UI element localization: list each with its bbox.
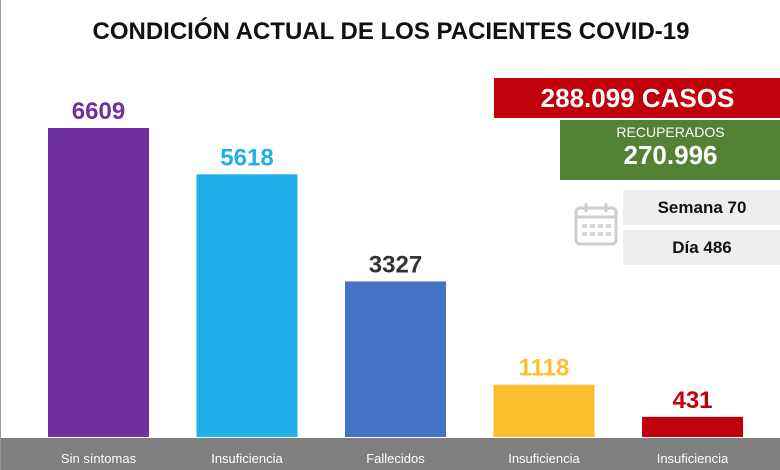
day-box: Día 486 bbox=[623, 230, 780, 265]
data-label: 6609 bbox=[72, 98, 125, 125]
bar bbox=[642, 416, 743, 437]
category-label: Insuficiencia bbox=[657, 451, 729, 466]
chart-title: CONDICIÓN ACTUAL DE LOS PACIENTES COVID-… bbox=[92, 18, 690, 45]
calendar-icon bbox=[574, 203, 618, 246]
category-label: Insuficiencia bbox=[211, 451, 283, 466]
category-label: Insuficiencia bbox=[508, 451, 580, 466]
data-label: 431 bbox=[672, 387, 712, 414]
recovered-value: 270.996 bbox=[623, 140, 718, 170]
bar bbox=[493, 384, 595, 437]
data-label: 3327 bbox=[369, 251, 422, 278]
recovered-box: RECUPERADOS 270.996 bbox=[560, 120, 780, 180]
category-label: Sin síntomas bbox=[61, 451, 137, 466]
category-band bbox=[1, 438, 780, 470]
data-label: 5618 bbox=[220, 144, 273, 171]
bar bbox=[48, 128, 149, 437]
week-box: Semana 70 bbox=[623, 190, 780, 225]
bar bbox=[196, 174, 298, 438]
recovered-label: RECUPERADOS bbox=[616, 124, 725, 140]
bar bbox=[345, 281, 446, 437]
category-label: Fallecidos bbox=[366, 451, 425, 466]
data-label: 1118 bbox=[519, 355, 570, 382]
total-cases-box: 288.099 CASOS bbox=[494, 78, 780, 118]
